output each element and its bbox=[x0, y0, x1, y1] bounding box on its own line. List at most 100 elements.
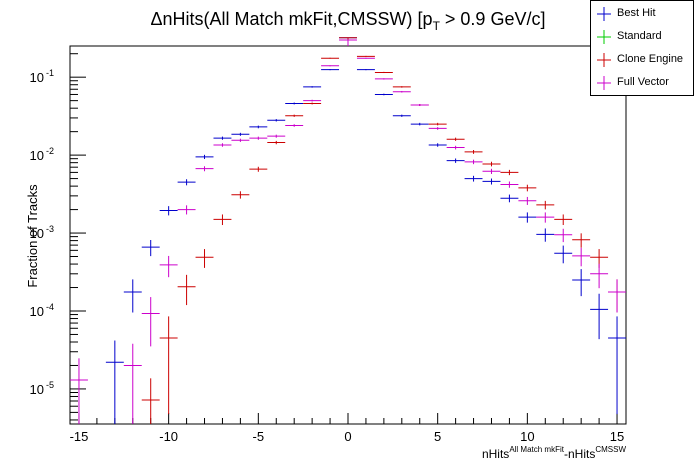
data-point bbox=[572, 247, 591, 267]
data-point bbox=[392, 114, 411, 117]
data-point bbox=[392, 86, 411, 88]
legend-marker-icon bbox=[597, 30, 611, 44]
chart-title-main: ΔnHits(All Match mkFit,CMSSW) [p bbox=[151, 9, 433, 29]
data-point bbox=[464, 150, 483, 154]
data-point bbox=[177, 274, 196, 306]
data-point bbox=[536, 200, 555, 210]
y-tick-label: 10 bbox=[30, 226, 44, 241]
data-point bbox=[356, 55, 375, 57]
y-tick-exponent: -5 bbox=[46, 380, 54, 390]
data-point bbox=[123, 279, 142, 313]
data-point bbox=[159, 206, 178, 216]
data-point bbox=[392, 90, 411, 93]
legend-entry-clone-engine: Clone Engine bbox=[591, 49, 693, 71]
data-point bbox=[374, 71, 393, 74]
data-point bbox=[500, 194, 519, 203]
data-point bbox=[231, 132, 250, 136]
data-point bbox=[608, 316, 626, 415]
data-point bbox=[141, 297, 160, 347]
legend-marker-icon bbox=[597, 53, 611, 67]
data-point bbox=[249, 166, 268, 172]
y-tick-exponent: -2 bbox=[46, 146, 54, 156]
data-point bbox=[428, 127, 447, 130]
data-point bbox=[231, 191, 250, 199]
data-point bbox=[159, 316, 178, 415]
y-tick-label: 10 bbox=[30, 382, 44, 397]
data-point bbox=[267, 134, 286, 138]
data-point bbox=[428, 122, 447, 126]
data-point bbox=[428, 143, 447, 147]
data-point bbox=[213, 136, 232, 140]
data-point bbox=[213, 143, 232, 147]
legend-entry-full-vector: Full Vector bbox=[591, 72, 693, 94]
data-point bbox=[339, 39, 357, 46]
data-point bbox=[267, 119, 286, 122]
data-point bbox=[285, 114, 304, 117]
data-point bbox=[213, 214, 232, 226]
data-point bbox=[554, 245, 573, 264]
data-point bbox=[249, 125, 268, 129]
x-tick-label: 15 bbox=[610, 429, 624, 444]
data-point bbox=[374, 93, 393, 96]
data-point bbox=[518, 196, 537, 205]
data-point bbox=[446, 137, 465, 141]
data-point bbox=[554, 214, 573, 226]
data-point bbox=[608, 279, 626, 313]
data-point bbox=[518, 212, 537, 223]
y-axis-label: Fraction of Tracks bbox=[25, 184, 40, 288]
data-point bbox=[177, 179, 196, 186]
data-point bbox=[446, 145, 465, 150]
legend-label: Best Hit bbox=[617, 7, 656, 19]
legend-label: Standard bbox=[617, 30, 662, 42]
data-point bbox=[267, 140, 286, 145]
chart-title: ΔnHits(All Match mkFit,CMSSW) [pT > 0.9 … bbox=[151, 9, 546, 33]
series-best-hit bbox=[105, 37, 626, 424]
plot-frame bbox=[69, 45, 627, 425]
x-axis-label-mid: -nHits bbox=[564, 447, 595, 461]
data-point bbox=[356, 69, 375, 71]
data-point bbox=[321, 65, 340, 67]
data-point bbox=[303, 86, 322, 88]
x-tick-label: 5 bbox=[434, 429, 441, 444]
data-point bbox=[572, 269, 591, 297]
data-point bbox=[518, 184, 537, 192]
legend-label: Full Vector bbox=[617, 76, 669, 88]
series-full-vector bbox=[70, 39, 626, 424]
x-tick-label: 0 bbox=[344, 429, 351, 444]
series-clone-engine bbox=[141, 37, 626, 424]
data-point bbox=[159, 255, 178, 278]
x-tick-label: -15 bbox=[70, 429, 89, 444]
data-point bbox=[356, 57, 375, 59]
x-axis-label-main: nHits bbox=[482, 447, 509, 461]
data-point bbox=[482, 161, 501, 167]
data-point bbox=[446, 158, 465, 163]
legend-marker-icon bbox=[597, 76, 611, 90]
data-point bbox=[536, 228, 555, 242]
data-point bbox=[141, 240, 160, 257]
y-tick-exponent: -4 bbox=[46, 302, 54, 312]
data-point bbox=[195, 166, 214, 172]
data-point bbox=[536, 212, 555, 223]
y-tick-label: 10 bbox=[30, 70, 44, 85]
data-point bbox=[572, 233, 591, 248]
data-point bbox=[554, 228, 573, 243]
data-point bbox=[590, 263, 609, 289]
legend: Best Hit Standard Clone Engine Full Vector bbox=[590, 0, 694, 96]
data-point bbox=[195, 249, 214, 268]
y-tick-exponent: -1 bbox=[46, 68, 54, 78]
data-point bbox=[410, 104, 429, 106]
x-axis-label-sup1: All Match mkFit bbox=[509, 445, 564, 454]
data-point bbox=[482, 168, 501, 174]
data-point bbox=[500, 181, 519, 188]
data-point bbox=[410, 122, 429, 126]
x-tick-label: -10 bbox=[159, 429, 178, 444]
data-point bbox=[482, 178, 501, 185]
legend-marker-icon bbox=[597, 7, 611, 21]
data-marks bbox=[70, 37, 626, 424]
data-point bbox=[303, 102, 322, 105]
data-point bbox=[231, 138, 250, 142]
y-tick-exponent: -3 bbox=[46, 224, 54, 234]
x-axis-label-sup2: CMSSW bbox=[595, 445, 626, 454]
